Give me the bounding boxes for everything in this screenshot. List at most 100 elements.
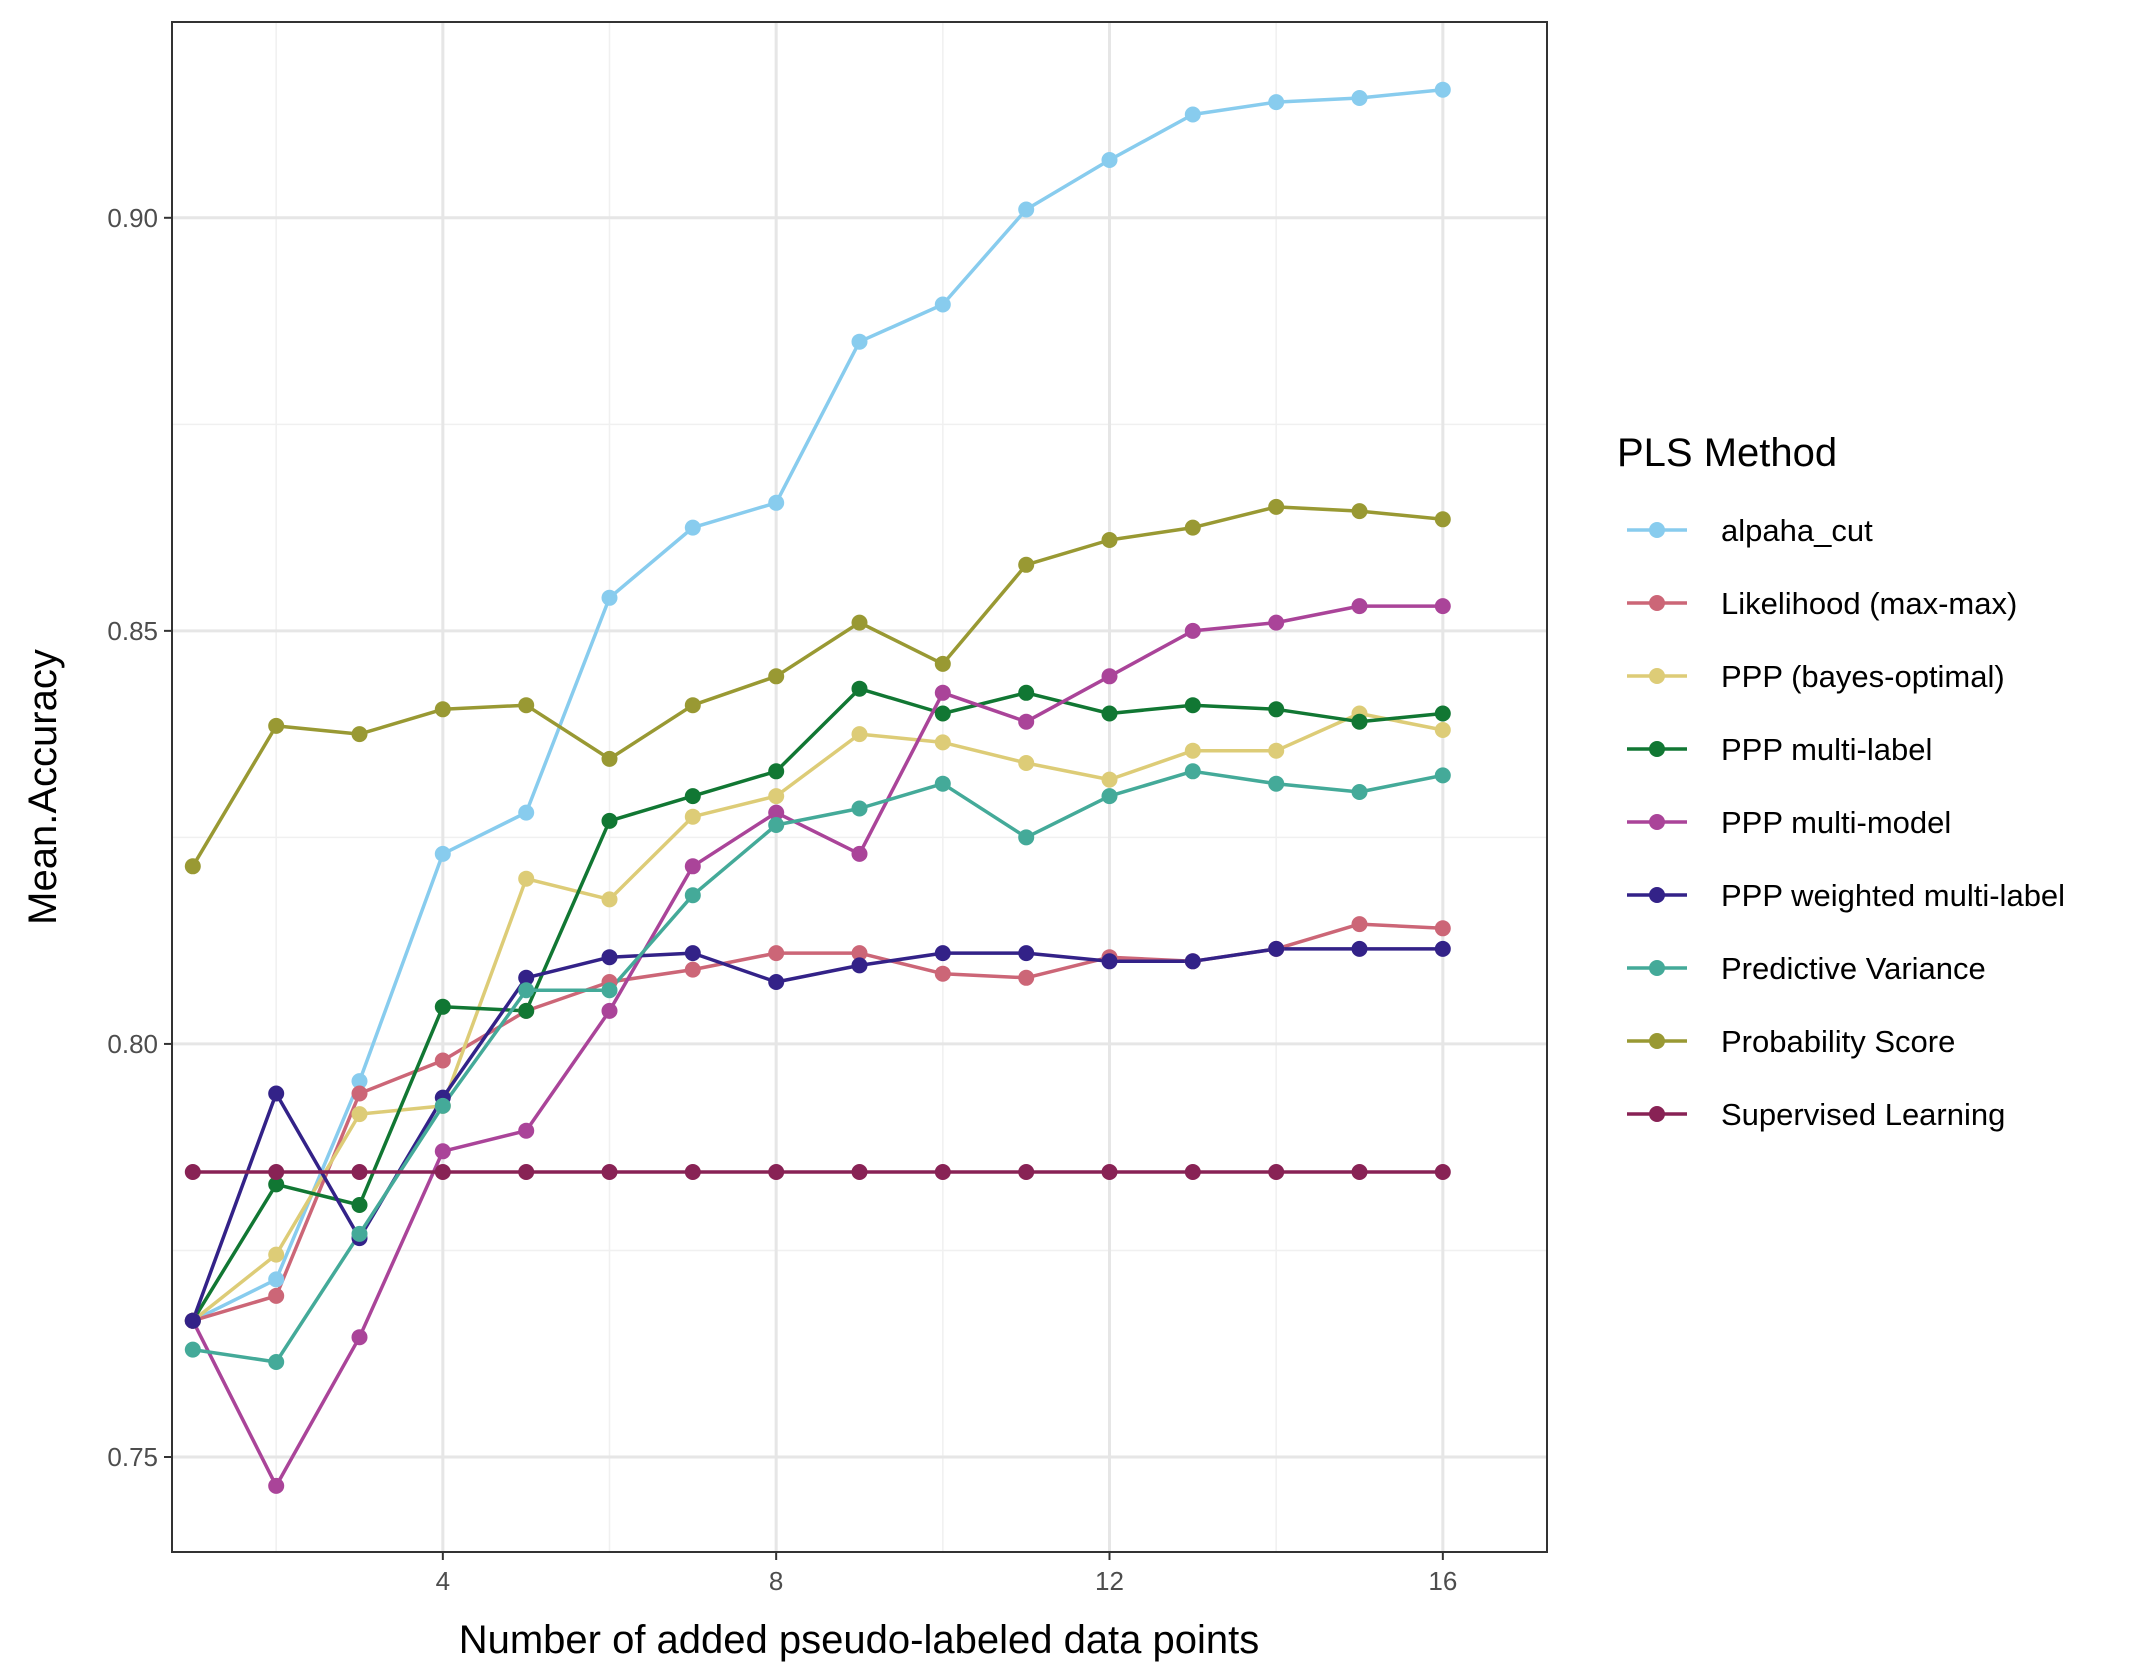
major-gridlines <box>172 22 1547 1552</box>
data-point <box>851 333 868 350</box>
data-point <box>351 1073 368 1090</box>
data-point <box>601 1002 618 1019</box>
data-point <box>1268 614 1285 631</box>
data-point <box>268 1085 285 1102</box>
data-point <box>184 1341 201 1358</box>
series-lines <box>191 87 1444 1488</box>
data-point <box>1018 684 1035 701</box>
data-point <box>684 519 701 536</box>
data-point <box>934 965 951 982</box>
data-point <box>934 705 951 722</box>
data-point <box>518 804 535 821</box>
x-tick-label: 8 <box>769 1566 783 1596</box>
series-line <box>191 505 1443 868</box>
data-point <box>1434 722 1451 738</box>
data-point <box>1351 598 1368 615</box>
data-point <box>684 945 701 962</box>
legend-key-point <box>1649 595 1665 611</box>
data-point <box>1184 742 1201 759</box>
series-line <box>192 87 1443 1323</box>
legend-label: Supervised Learning <box>1721 1097 2005 1132</box>
data-point <box>768 945 785 962</box>
data-point <box>601 891 618 908</box>
x-tick-label: 12 <box>1095 1566 1124 1596</box>
data-point <box>934 734 951 751</box>
data-point <box>434 845 451 862</box>
data-point <box>351 1164 368 1180</box>
data-point <box>1268 940 1285 957</box>
data-point <box>1351 940 1368 957</box>
data-point <box>268 1246 285 1263</box>
legend-label: PPP (bayes-optimal) <box>1721 659 2005 694</box>
x-axis-title: Number of added pseudo-labeled data poin… <box>459 1618 1260 1662</box>
data-point <box>851 614 868 631</box>
data-point <box>934 775 951 792</box>
data-point <box>601 982 618 999</box>
data-point <box>1018 713 1035 730</box>
data-point <box>184 1312 201 1329</box>
data-point <box>851 726 868 743</box>
data-point <box>934 296 951 313</box>
data-point <box>1434 767 1451 784</box>
legend: PLS Method alpaha_cut Likelihood (max-max… <box>1617 431 2065 1132</box>
data-point <box>934 655 951 672</box>
y-tick-label: 0.90 <box>107 203 158 233</box>
data-point <box>518 982 535 999</box>
data-point <box>684 858 701 875</box>
legend-label: Predictive Variance <box>1721 951 1986 986</box>
data-point <box>601 589 618 606</box>
data-point <box>1101 1164 1118 1180</box>
data-point <box>768 817 785 833</box>
data-point <box>768 788 785 805</box>
y-tick-label: 0.80 <box>107 1029 158 1059</box>
data-point <box>1018 969 1035 986</box>
panel-background <box>172 22 1547 1552</box>
data-point <box>1018 755 1035 771</box>
legend-label: PPP multi-label <box>1721 732 1932 767</box>
x-tick-label: 16 <box>1428 1566 1457 1596</box>
data-point <box>934 684 951 701</box>
data-point <box>1434 1164 1451 1180</box>
data-point <box>518 1002 535 1019</box>
data-point <box>268 1354 285 1370</box>
y-tick-label: 0.85 <box>107 616 158 646</box>
data-point <box>684 961 701 978</box>
y-axis-title: Mean.Accuracy <box>21 649 65 925</box>
data-point <box>601 1164 618 1180</box>
data-point <box>351 1085 368 1102</box>
panel-border <box>171 21 1548 1553</box>
data-point <box>1018 201 1035 218</box>
legend-label: Probability Score <box>1721 1024 1955 1059</box>
data-point <box>601 812 618 829</box>
data-point <box>1434 940 1451 957</box>
data-point <box>268 717 285 734</box>
data-point <box>851 680 868 697</box>
data-point <box>1018 556 1035 573</box>
series-line <box>191 604 1443 1488</box>
data-point <box>1101 668 1118 685</box>
data-point <box>1018 945 1035 962</box>
data-point <box>768 494 785 511</box>
data-point <box>351 726 368 743</box>
data-point <box>434 1052 451 1069</box>
legend-key-point <box>1649 668 1665 684</box>
data-point <box>434 998 451 1015</box>
data-point <box>434 1143 451 1160</box>
data-point <box>851 957 868 974</box>
data-point <box>518 1164 535 1180</box>
data-point <box>851 1164 868 1180</box>
data-point <box>601 750 618 767</box>
data-point <box>1434 81 1451 98</box>
data-point <box>684 1164 701 1180</box>
data-point <box>768 763 785 780</box>
data-point <box>768 668 785 685</box>
legend-title: PLS Method <box>1617 431 1837 475</box>
data-point <box>268 1176 285 1193</box>
data-point <box>1351 916 1368 933</box>
legend-label: PPP multi-model <box>1721 805 1951 840</box>
legend-key-point <box>1649 741 1665 757</box>
data-point <box>1434 920 1451 937</box>
data-point <box>1434 598 1451 615</box>
data-point <box>518 1122 535 1139</box>
